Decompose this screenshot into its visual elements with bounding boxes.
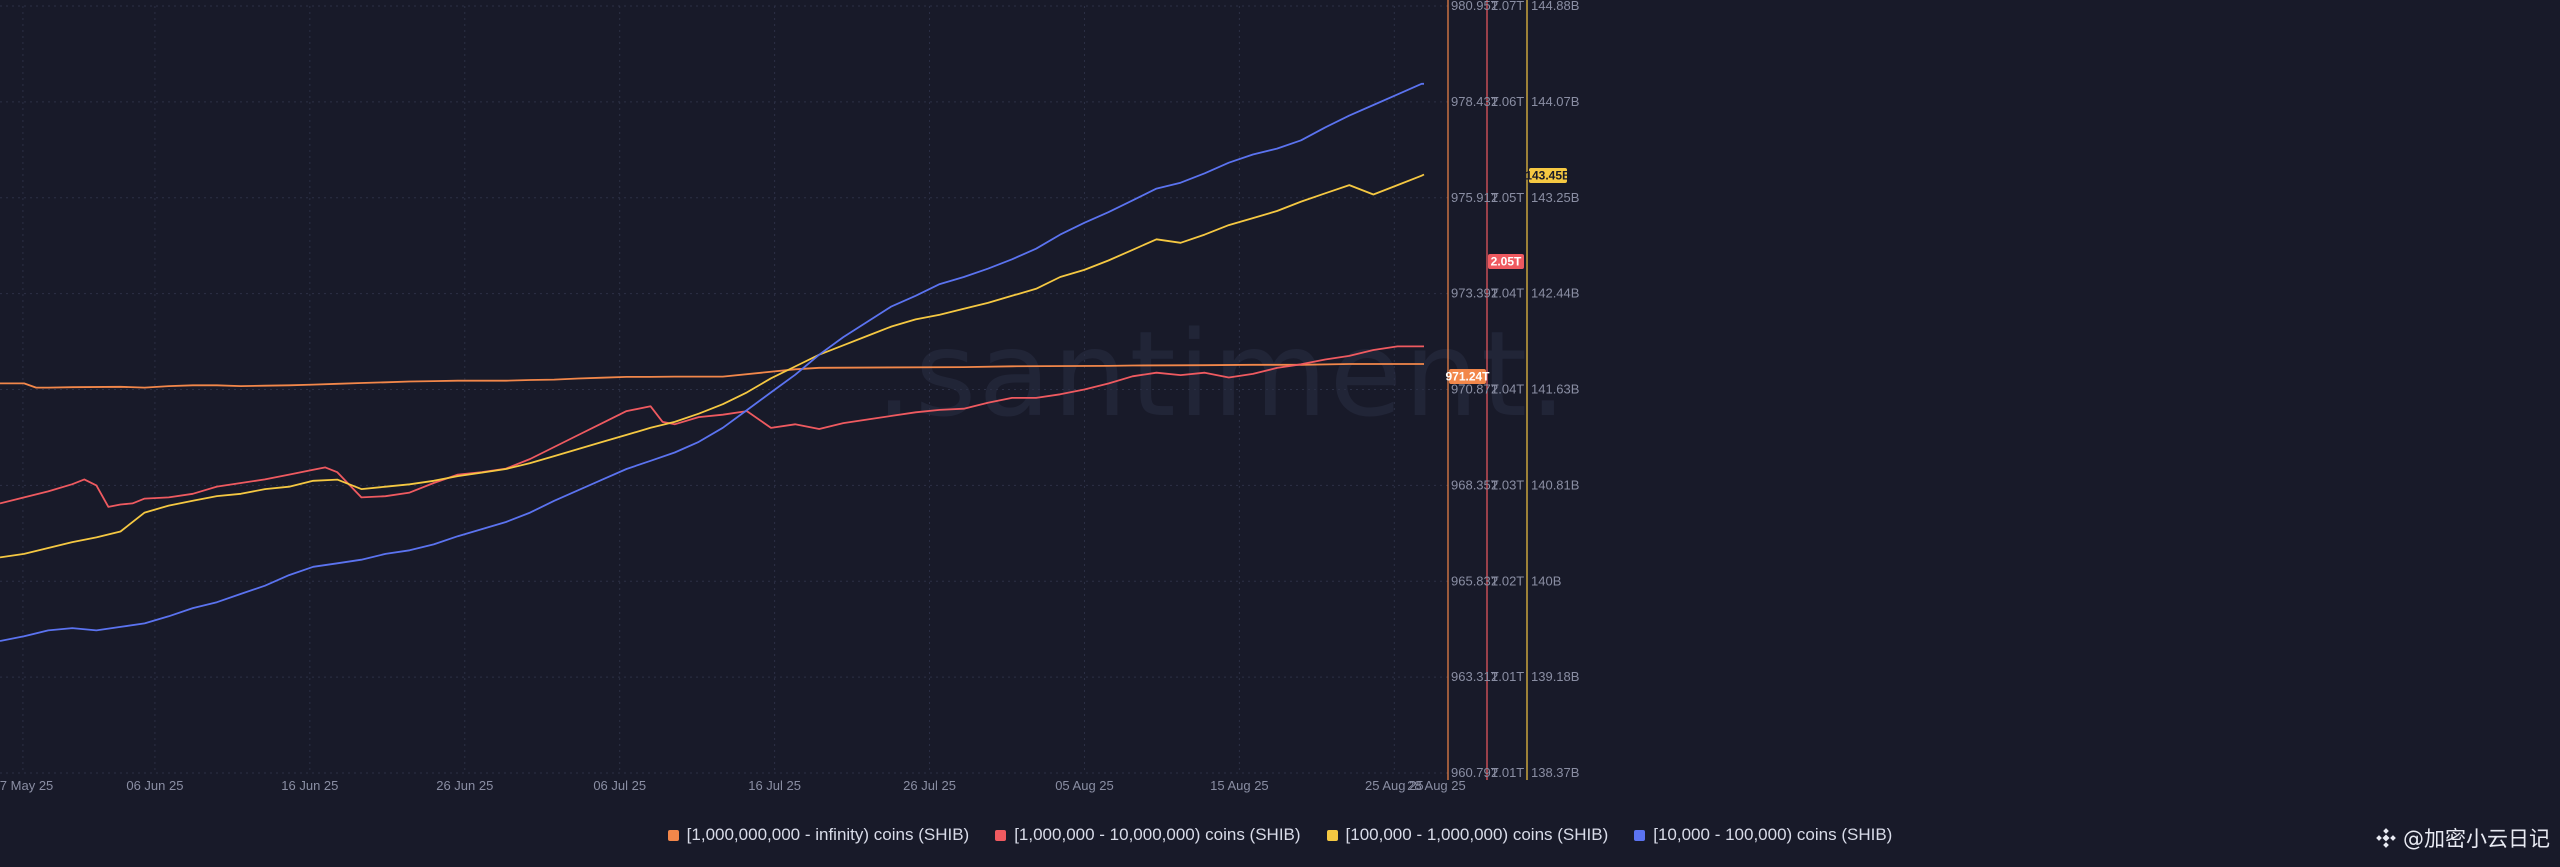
badge-c: 143.45B	[1525, 168, 1571, 183]
legend-label: [1,000,000,000 - infinity) coins (SHIB)	[686, 825, 970, 844]
y-tick-a: 965.83T	[1451, 573, 1499, 588]
y-tick-b: 2.06T	[1491, 94, 1524, 109]
y-tick-c: 144.88B	[1531, 0, 1579, 13]
legend-swatch	[1326, 829, 1338, 841]
series-line-1	[0, 363, 1424, 389]
y-tick-b: 2.01T	[1491, 765, 1524, 780]
y-tick-b: 2.05T	[1491, 190, 1524, 205]
x-axis-ticks: 27 May 25 06 Jun 25 16 Jun 25 26 Jun 25 06 J…	[0, 778, 1466, 793]
y-tick-a: 960.79T	[1451, 765, 1499, 780]
series-line-2	[0, 345, 1424, 508]
legend-swatch	[1634, 829, 1646, 841]
source-credit: @加密小云日记	[2375, 823, 2550, 853]
badge-a: 971.24T	[1445, 369, 1490, 384]
chart-legend: [1,000,000,000 - infinity) coins (SHIB) […	[0, 820, 2560, 850]
y-tick-a: 978.43T	[1451, 94, 1499, 109]
badge-a-bg	[1449, 369, 1486, 384]
series-line-3	[0, 173, 1425, 559]
y-tick-a: 973.39T	[1451, 286, 1499, 301]
legend-item-1[interactable]: [1,000,000,000 - infinity) coins (SHIB)	[667, 825, 970, 845]
y-tick-a: 975.91T	[1451, 190, 1499, 205]
x-tick-label: 27 May 25	[0, 778, 53, 793]
y-tick-c: 138.37B	[1531, 765, 1579, 780]
legend-item-3[interactable]: [100,000 - 1,000,000) coins (SHIB)	[1326, 825, 1609, 845]
series-line-4	[0, 82, 1424, 642]
x-tick-label: 06 Jun 25	[126, 778, 183, 793]
legend-label: [10,000 - 100,000) coins (SHIB)	[1653, 825, 1893, 844]
badge-b: 2.05T	[1488, 254, 1524, 269]
x-tick-label: 16 Jun 25	[281, 778, 338, 793]
x-tick-label: 05 Aug 25	[1055, 778, 1114, 793]
badge-c-bg	[1529, 168, 1567, 183]
y-tick-c: 140B	[1531, 573, 1561, 588]
x-tick-label: 16 Jul 25	[748, 778, 801, 793]
badge-c-text: 143.45B	[1525, 169, 1571, 183]
y-tick-a: 968.35T	[1451, 477, 1499, 492]
y-tick-c: 144.07B	[1531, 94, 1579, 109]
y-tick-b: 2.07T	[1491, 0, 1524, 13]
grid-lines	[0, 5, 1448, 774]
legend-label: [1,000,000 - 10,000,000) coins (SHIB)	[1014, 825, 1301, 844]
legend-item-4[interactable]: [10,000 - 100,000) coins (SHIB)	[1634, 825, 1892, 845]
y-tick-b: 2.01T	[1491, 669, 1524, 684]
badge-b-bg	[1488, 254, 1524, 269]
legend-swatch	[667, 829, 679, 841]
x-tick-label: 06 Jul 25	[593, 778, 646, 793]
badge-b-text: 2.05T	[1491, 255, 1522, 269]
y-tick-b: 2.02T	[1491, 573, 1524, 588]
credit-text: @加密小云日记	[2403, 827, 2550, 851]
x-tick-label: 26 Jun 25	[436, 778, 493, 793]
x-tick-label: 15 Aug 25	[1210, 778, 1269, 793]
y-tick-a: 963.31T	[1451, 669, 1499, 684]
y-axis-ticks: 980.95T 978.43T 975.91T 973.39T 970.87T 968.3…	[1451, 0, 1579, 780]
y-tick-c: 141.63B	[1531, 382, 1579, 397]
binance-square-icon	[2376, 828, 2396, 848]
chart-area: .santiment. 980.95T978.43T975.91T973.39T…	[0, 0, 1579, 793]
badge-a-text: 971.24T	[1445, 370, 1490, 384]
y-tick-c: 142.44B	[1531, 286, 1579, 301]
x-tick-label: 25 Aug 25	[1365, 778, 1424, 793]
x-tick-label: 28 Aug 25	[1407, 778, 1466, 793]
legend-swatch	[995, 829, 1007, 841]
x-tick-label: 26 Jul 25	[903, 778, 956, 793]
legend-label: [100,000 - 1,000,000) coins (SHIB)	[1345, 825, 1609, 844]
y-axis-lines	[1447, 0, 1528, 780]
legend-item-2[interactable]: [1,000,000 - 10,000,000) coins (SHIB)	[995, 825, 1301, 845]
y-tick-c: 143.25B	[1531, 190, 1579, 205]
y-tick-c: 140.81B	[1531, 477, 1579, 492]
y-tick-a: 980.95T	[1451, 0, 1499, 13]
y-tick-a: 970.87T	[1451, 382, 1499, 397]
y-tick-b: 2.04T	[1491, 286, 1524, 301]
series-layer	[0, 82, 1425, 642]
y-tick-c: 139.18B	[1531, 669, 1579, 684]
y-tick-b: 2.03T	[1491, 477, 1524, 492]
y-tick-b: 2.04T	[1491, 382, 1524, 397]
